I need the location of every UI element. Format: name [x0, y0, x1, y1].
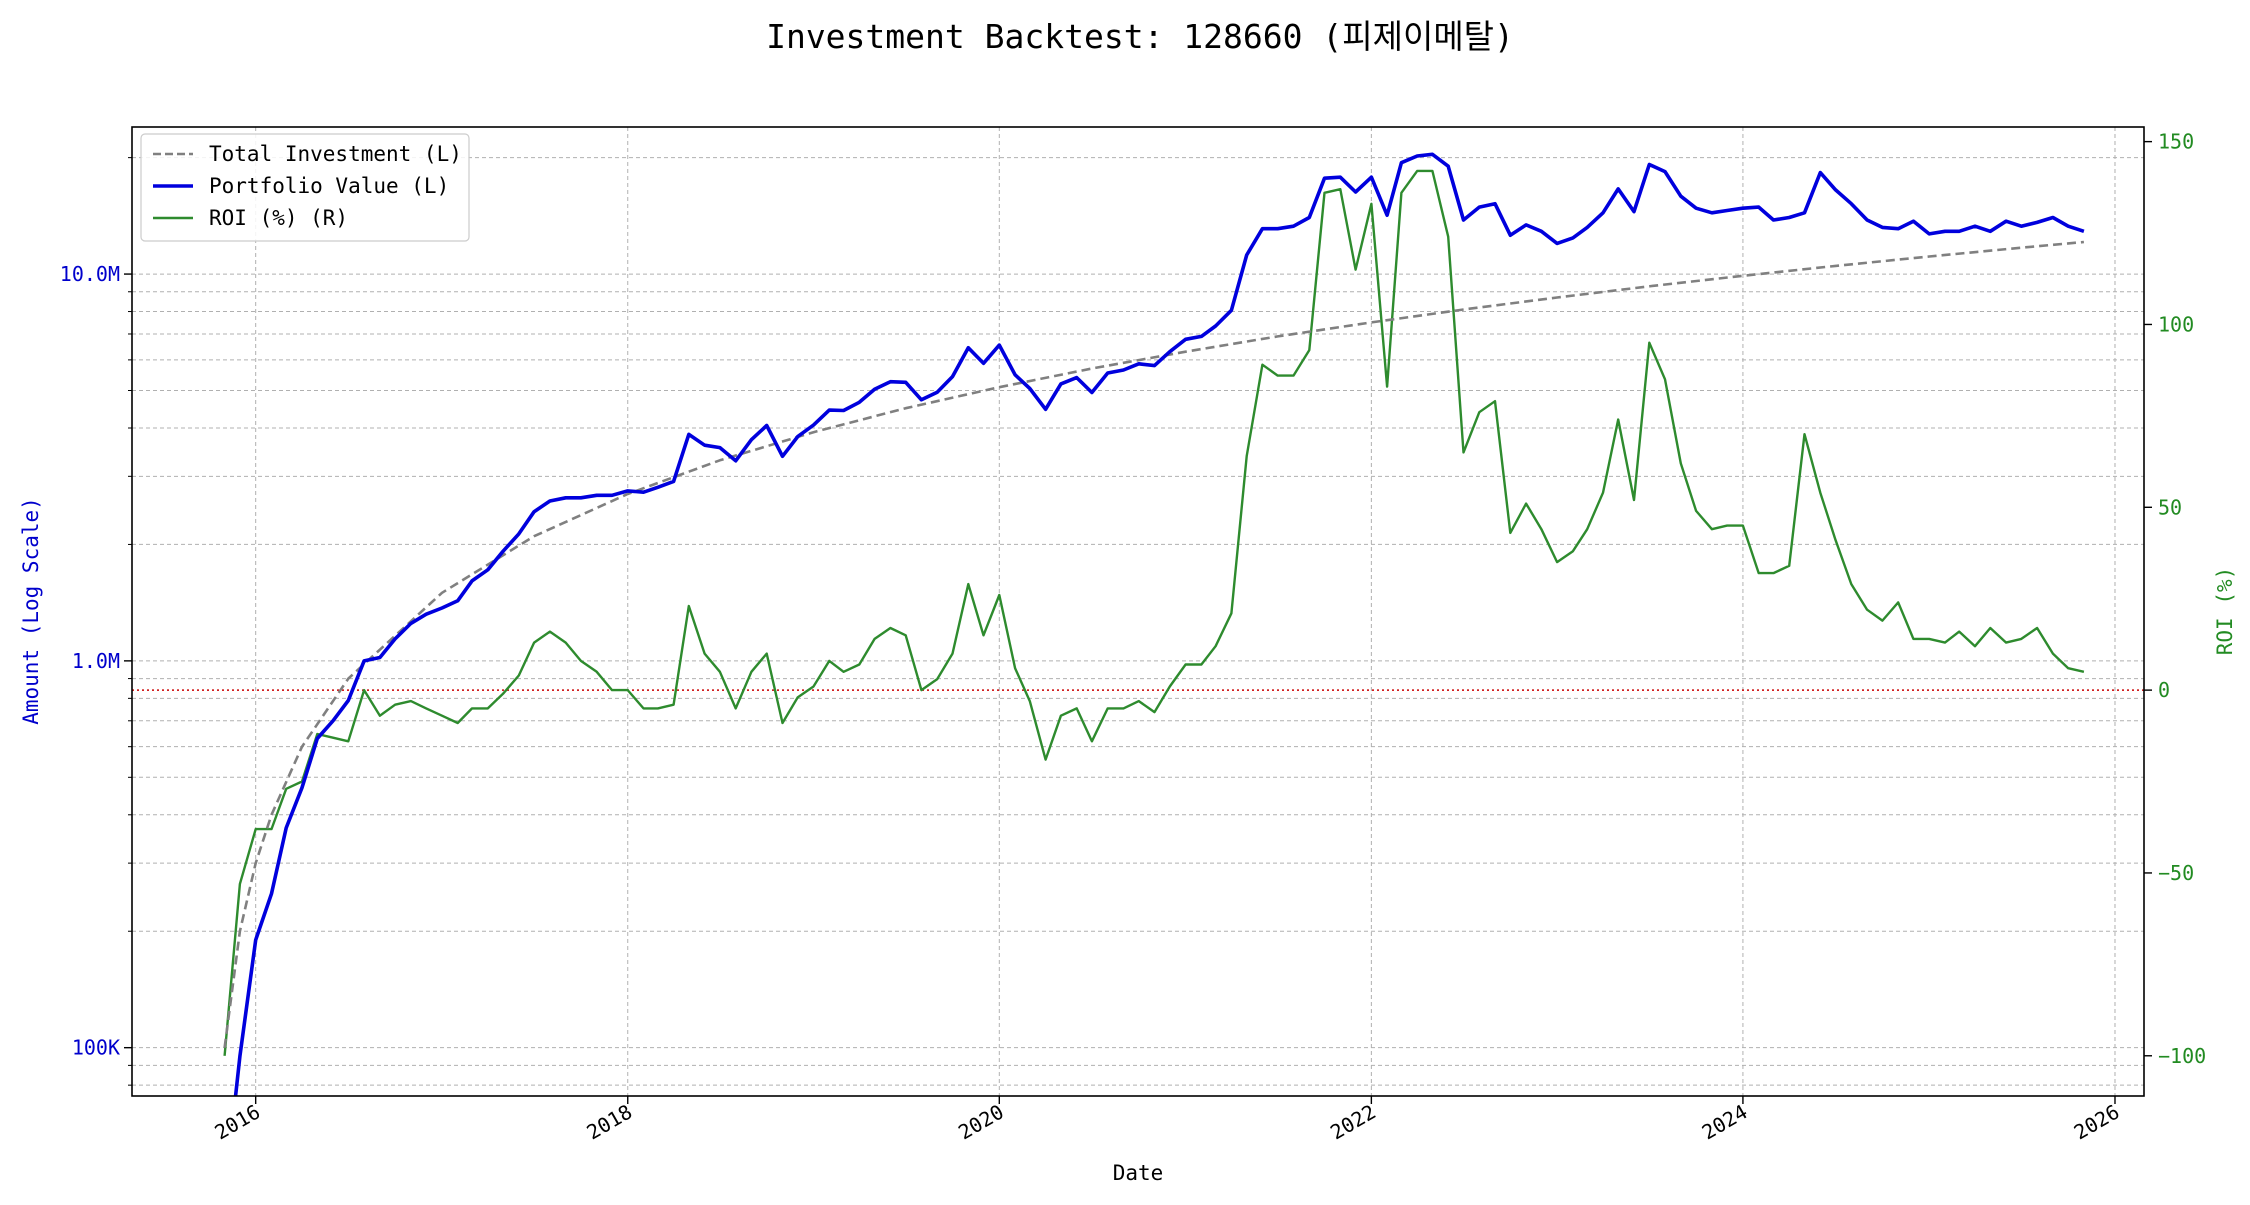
chart-title: Investment Backtest: 128660 (피제이메탈) — [766, 17, 1514, 56]
y-left-axis-label: Amount (Log Scale) — [19, 497, 43, 725]
portfolio-line — [233, 152, 2085, 1096]
y-left-tick-label: 10.0M — [60, 262, 120, 286]
legend-label-portfolio: Portfolio Value (L) — [209, 174, 449, 198]
roi-line — [223, 169, 2085, 1056]
y-right-tick-label: −50 — [2158, 861, 2194, 885]
y-left-tick-label: 1.0M — [72, 649, 120, 673]
legend-label-investment: Total Investment (L) — [209, 142, 462, 166]
investment-line — [223, 240, 2085, 1048]
legend: Total Investment (L) Portfolio Value (L)… — [140, 133, 470, 242]
plot-frame — [131, 126, 2145, 1097]
y-right-axis-label: ROI (%) — [2213, 567, 2237, 656]
y-right-tick-label: −100 — [2158, 1044, 2206, 1068]
legend-label-roi: ROI (%) (R) — [209, 206, 348, 230]
legend-box — [140, 133, 470, 242]
x-axis-label: Date — [1113, 1161, 1164, 1185]
y-left-tick-label: 100K — [72, 1036, 120, 1060]
y-right-tick-label: 50 — [2158, 495, 2182, 519]
y-right-tick-label: 150 — [2158, 130, 2194, 154]
y-right-tick-label: 0 — [2158, 678, 2170, 702]
series-layer — [223, 152, 2085, 1096]
y-right-tick-label: 100 — [2158, 312, 2194, 336]
grid-layer — [132, 127, 2144, 1096]
